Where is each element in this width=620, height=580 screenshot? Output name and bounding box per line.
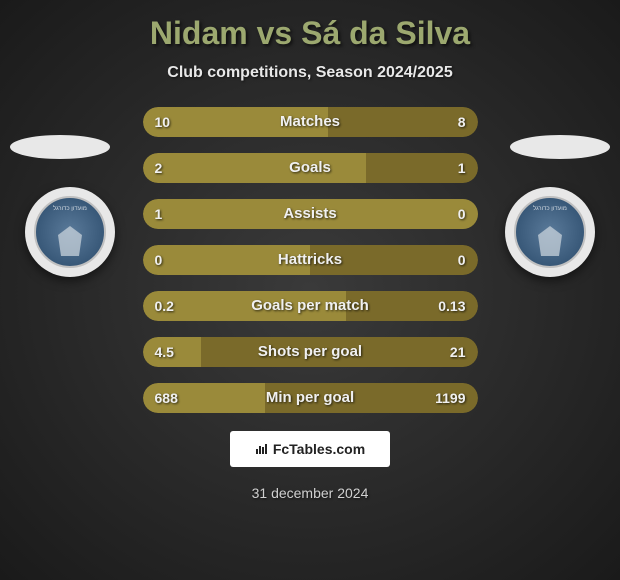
content-area: מועדון כדורגל מועדון כדורגל Matches108Go… [0, 107, 620, 501]
stat-value-left: 2 [155, 153, 163, 183]
stat-value-left: 4.5 [155, 337, 174, 367]
stats-list: Matches108Goals21Assists10Hattricks00Goa… [143, 107, 478, 413]
stat-value-right: 0 [458, 245, 466, 275]
stat-label: Min per goal [143, 383, 478, 413]
stat-value-right: 21 [450, 337, 466, 367]
stat-value-left: 688 [155, 383, 178, 413]
date-label: 31 december 2024 [0, 485, 620, 501]
stat-row: Matches10 8 [143, 107, 478, 137]
stat-label: Shots per goal [143, 337, 478, 367]
player-badge-left: מועדון כדורגל [25, 187, 115, 277]
stat-value-left: 0 [155, 245, 163, 275]
stat-row: Goals2 1 [143, 153, 478, 183]
club-crest-icon: מועדון כדורגל [34, 196, 106, 268]
player-badge-right: מועדון כדורגל [505, 187, 595, 277]
stat-value-left: 1 [155, 199, 163, 229]
player-marker-left [10, 135, 110, 159]
stat-value-right: 0 [458, 199, 466, 229]
stat-row: Hattricks0 0 [143, 245, 478, 275]
stat-row: Shots per goal4.5 21 [143, 337, 478, 367]
brand-label: FcTables.com [273, 441, 365, 457]
page-subtitle: Club competitions, Season 2024/2025 [0, 64, 620, 82]
chart-icon [255, 441, 269, 458]
club-crest-icon: מועדון כדורגל [514, 196, 586, 268]
stat-value-right: 1199 [435, 383, 465, 413]
stat-label: Goals [143, 153, 478, 183]
stat-value-right: 0.13 [438, 291, 465, 321]
stat-value-right: 8 [458, 107, 466, 137]
stat-label: Hattricks [143, 245, 478, 275]
stat-row: Assists1 0 [143, 199, 478, 229]
stat-value-left: 10 [155, 107, 171, 137]
stat-value-right: 1 [458, 153, 466, 183]
page-title: Nidam vs Sá da Silva [0, 0, 620, 52]
brand-tag: FcTables.com [230, 431, 390, 467]
stat-label: Matches [143, 107, 478, 137]
stat-row: Goals per match0.2 0.13 [143, 291, 478, 321]
stat-value-left: 0.2 [155, 291, 174, 321]
stat-label: Assists [143, 199, 478, 229]
stat-row: Min per goal688 1199 [143, 383, 478, 413]
player-marker-right [510, 135, 610, 159]
stat-label: Goals per match [143, 291, 478, 321]
